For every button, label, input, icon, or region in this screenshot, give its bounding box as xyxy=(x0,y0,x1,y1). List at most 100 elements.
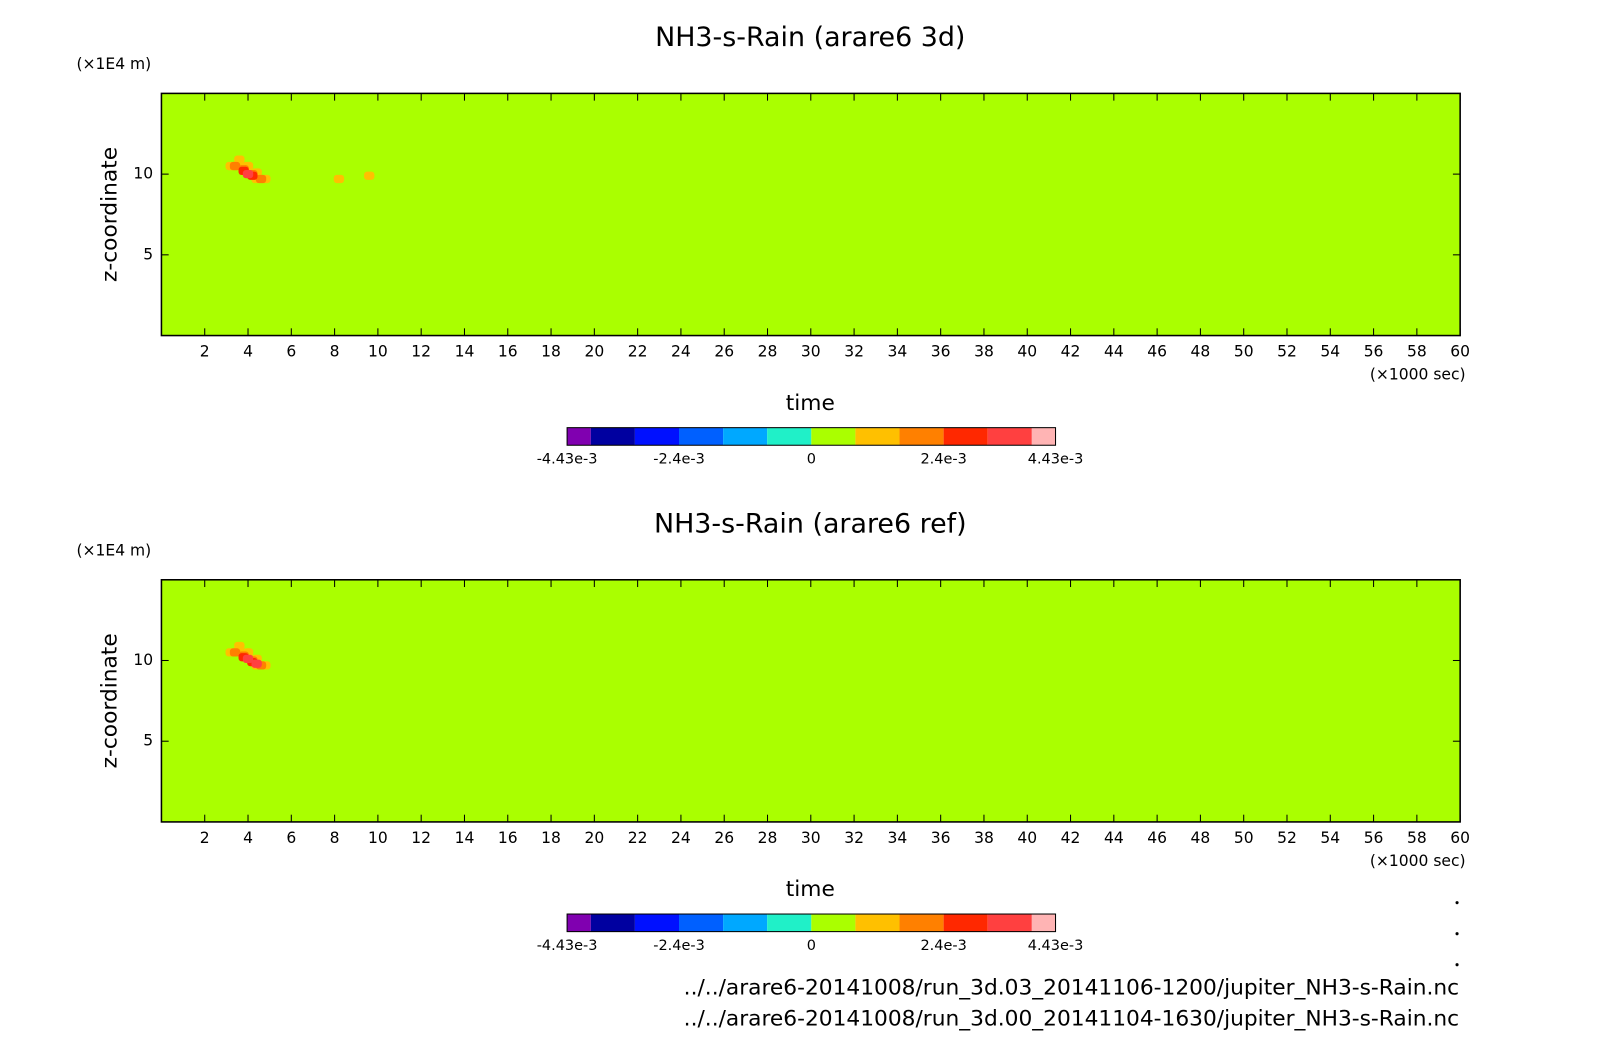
cell xyxy=(251,659,262,668)
y-axis-label: z-coordinate xyxy=(98,147,123,282)
colorbar-segment xyxy=(811,914,856,932)
y-unit: (×1E4 m) xyxy=(76,55,151,73)
colorbar-segment xyxy=(767,914,812,932)
dot xyxy=(1455,963,1459,967)
x-tick-label: 16 xyxy=(498,343,518,361)
x-tick-label: 26 xyxy=(714,343,734,361)
colorbar-label: -4.43e-3 xyxy=(537,452,598,468)
x-tick-label: 54 xyxy=(1320,829,1340,847)
colorbar-frame xyxy=(566,913,1057,933)
x-tick-label: 54 xyxy=(1320,343,1340,361)
x-tick-label: 34 xyxy=(888,829,908,847)
x-unit: (×1000 sec) xyxy=(1370,852,1466,870)
x-tick-label: 60 xyxy=(1450,829,1470,847)
x-tick-label: 14 xyxy=(455,343,475,361)
x-tick-label: 58 xyxy=(1407,829,1427,847)
colorbar-segment xyxy=(590,914,635,932)
x-tick-label: 36 xyxy=(931,343,951,361)
x-tick-label: 26 xyxy=(714,829,734,847)
x-tick-label: 16 xyxy=(498,829,518,847)
y-tick-label: 5 xyxy=(143,245,153,263)
colorbar-segment xyxy=(943,427,988,446)
colorbar-segment xyxy=(634,914,680,932)
x-tick-label: 48 xyxy=(1191,829,1211,847)
cell xyxy=(234,155,245,164)
x-tick-label: 60 xyxy=(1450,343,1470,361)
x-tick-label: 56 xyxy=(1364,343,1384,361)
colorbar-segment xyxy=(567,427,591,446)
x-axis-label: time xyxy=(786,391,835,416)
colorbar-segment xyxy=(679,914,724,932)
colorbar-label: 0 xyxy=(807,452,816,468)
dot xyxy=(1455,932,1459,936)
x-tick-label: 40 xyxy=(1017,829,1037,847)
colorbar-frame xyxy=(566,427,1057,446)
x-tick-label: 18 xyxy=(541,343,561,361)
x-tick-label: 56 xyxy=(1364,829,1384,847)
x-tick-label: 4 xyxy=(243,829,253,847)
cell xyxy=(229,161,241,171)
x-tick-label: 32 xyxy=(844,829,864,847)
colorbar-label: 2.4e-3 xyxy=(920,938,966,954)
x-tick-label: 24 xyxy=(671,829,691,847)
x-tick-label: 44 xyxy=(1104,343,1124,361)
colorbar-label: 4.43e-3 xyxy=(1028,452,1084,468)
chart-title: NH3-s-Rain (arare6 ref) xyxy=(654,508,967,539)
plot-background xyxy=(161,93,1461,336)
colorbar-segment xyxy=(987,427,1032,446)
colorbar-label: 2.4e-3 xyxy=(920,452,966,468)
x-tick-label: 32 xyxy=(844,343,864,361)
x-tick-label: 42 xyxy=(1061,343,1081,361)
cell xyxy=(242,654,254,664)
colorbar-label: -2.4e-3 xyxy=(653,938,705,954)
dot xyxy=(1455,901,1459,905)
x-tick-label: 24 xyxy=(671,343,691,361)
cell xyxy=(255,174,267,184)
x-tick-label: 44 xyxy=(1104,829,1124,847)
x-tick-label: 34 xyxy=(888,343,908,361)
x-tick-label: 50 xyxy=(1234,829,1254,847)
x-unit: (×1000 sec) xyxy=(1370,365,1466,383)
x-tick-label: 18 xyxy=(541,829,561,847)
x-tick-label: 38 xyxy=(974,829,994,847)
colorbar-segment xyxy=(1031,914,1056,932)
colorbar-segment xyxy=(590,427,635,446)
x-tick-label: 6 xyxy=(286,829,296,847)
x-tick-label: 8 xyxy=(330,829,340,847)
x-tick-label: 20 xyxy=(584,829,604,847)
chart-title: NH3-s-Rain (arare6 3d) xyxy=(655,22,965,53)
x-tick-label: 14 xyxy=(455,829,475,847)
x-tick-label: 2 xyxy=(200,829,210,847)
cell xyxy=(234,641,245,651)
colorbar-label: 0 xyxy=(807,938,816,954)
x-tick-label: 10 xyxy=(368,829,388,847)
x-tick-label: 48 xyxy=(1191,343,1211,361)
cell xyxy=(242,169,254,179)
x-tick-label: 6 xyxy=(286,343,296,361)
x-tick-label: 42 xyxy=(1061,829,1081,847)
x-tick-label: 22 xyxy=(628,343,648,361)
x-tick-label: 38 xyxy=(974,343,994,361)
x-tick-label: 22 xyxy=(628,829,648,847)
y-tick-label: 5 xyxy=(143,732,153,750)
x-tick-label: 12 xyxy=(411,829,431,847)
colorbar-segment xyxy=(679,427,724,446)
colorbar-label: -4.43e-3 xyxy=(537,938,598,954)
y-tick-label: 10 xyxy=(133,165,153,183)
x-tick-label: 58 xyxy=(1407,343,1427,361)
cell xyxy=(364,171,375,180)
colorbar-segment xyxy=(899,427,944,446)
x-tick-label: 46 xyxy=(1147,343,1167,361)
x-tick-label: 28 xyxy=(758,829,778,847)
cell xyxy=(229,648,241,657)
x-tick-label: 50 xyxy=(1234,343,1254,361)
x-tick-label: 8 xyxy=(330,343,340,361)
x-tick-label: 30 xyxy=(801,343,821,361)
colorbar-segment xyxy=(634,427,680,446)
x-tick-label: 28 xyxy=(758,343,778,361)
colorbar-segment xyxy=(899,914,944,932)
file-path: ../../arare6-20141008/run_3d.03_20141106… xyxy=(684,976,1459,1001)
x-tick-label: 4 xyxy=(243,343,253,361)
